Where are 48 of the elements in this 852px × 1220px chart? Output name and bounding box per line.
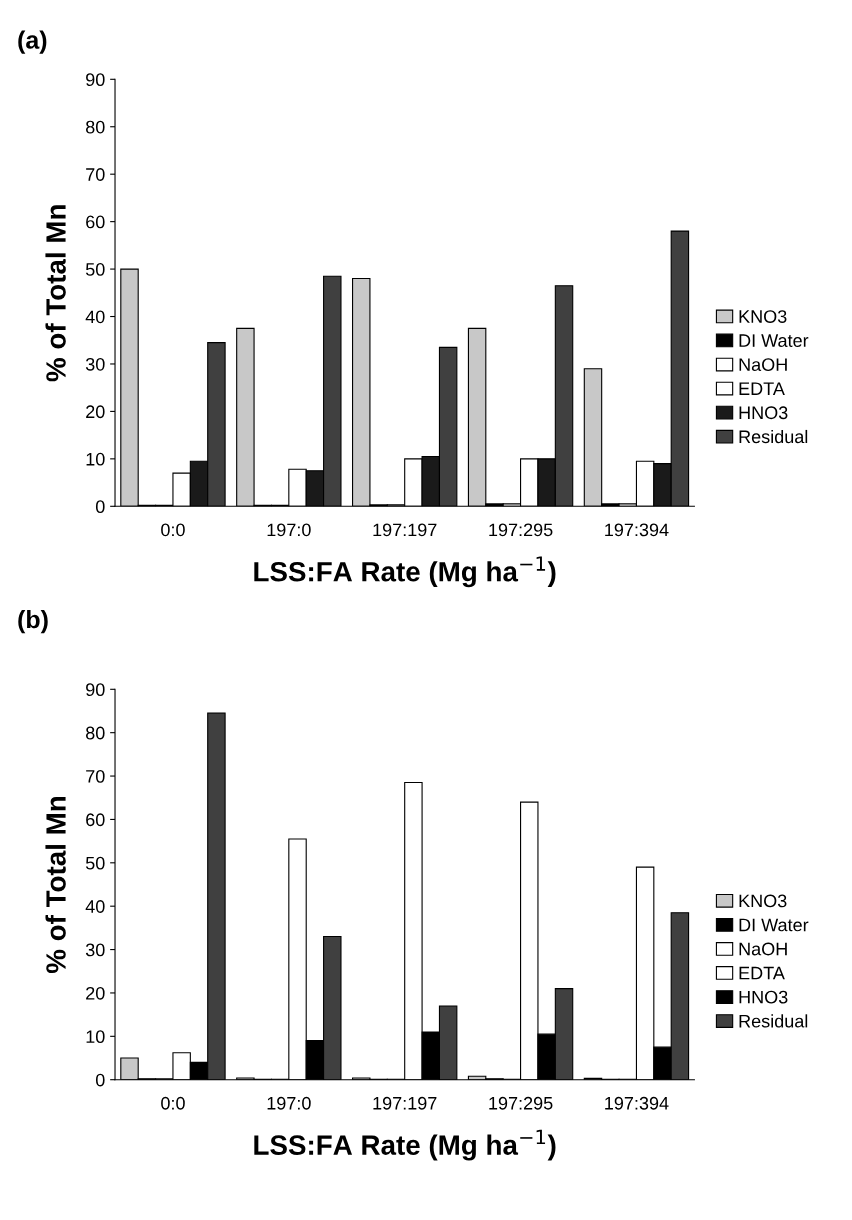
x-tick-label: 197:394 (605, 523, 669, 537)
chart-title: (b) (18, 610, 48, 634)
y-tick-label: 90 (86, 73, 105, 87)
x-tick-label: 197:295 (489, 523, 553, 537)
y-tick-label: 40 (85, 900, 105, 913)
x-axis-title: LSS:FA Rate (Mg ha$^{−1}$) (254, 1129, 556, 1161)
y-tick-label: 50 (85, 856, 105, 870)
legend-label: KNO3 (739, 894, 787, 908)
y-tick-label: 30 (85, 943, 105, 957)
y-tick-label: 20 (86, 405, 105, 419)
y-tick-label: 90 (86, 683, 105, 697)
x-tick-label: 0:0 (161, 523, 185, 537)
y-tick-label: 40 (85, 310, 105, 324)
legend-label: DI Water (739, 918, 809, 932)
legend-label: HNO3 (739, 406, 788, 420)
x-axis-title: LSS:FA Rate (Mg ha$^{−1}$) (254, 556, 556, 588)
legend-label: Residual (739, 1014, 808, 1028)
legend-label: KNO3 (739, 310, 787, 323)
x-tick-label: 197:394 (605, 1096, 669, 1110)
legend-label: NaOH (739, 942, 787, 956)
legend-label: EDTA (739, 966, 785, 980)
x-tick-label: 197:0 (267, 523, 311, 537)
x-tick-label: 0:0 (161, 1096, 185, 1110)
y-tick-label: 80 (86, 726, 105, 740)
y-tick-label: 50 (85, 263, 105, 276)
legend-label: EDTA (739, 382, 785, 395)
y-tick-label: 60 (86, 215, 105, 229)
y-tick-label: 0 (95, 500, 105, 514)
legend-label: HNO3 (739, 990, 788, 1004)
y-tick-label: 30 (85, 357, 105, 371)
y-tick-label: 80 (86, 120, 105, 134)
legend-label: Residual (739, 429, 808, 444)
x-tick-label: 197:197 (373, 1096, 437, 1110)
x-tick-label: 197:0 (267, 1096, 311, 1110)
y-tick-label: 10 (86, 452, 105, 466)
x-tick-label: 197:295 (489, 1096, 553, 1110)
y-tick-label: 10 (86, 1030, 105, 1044)
y-tick-label: 70 (86, 168, 105, 181)
legend-label: DI Water (739, 334, 809, 347)
y-tick-label: 20 (86, 986, 105, 1000)
legend-label: NaOH (739, 358, 787, 372)
y-axis-title: % of Total Mn (45, 796, 66, 974)
y-axis-title: % of Total Mn (45, 205, 66, 382)
x-tick-label: 197:197 (373, 523, 437, 537)
y-tick-label: 70 (86, 769, 105, 783)
chart-title: (a) (18, 30, 47, 54)
y-tick-label: 0 (95, 1073, 105, 1087)
y-tick-label: 60 (86, 813, 105, 827)
